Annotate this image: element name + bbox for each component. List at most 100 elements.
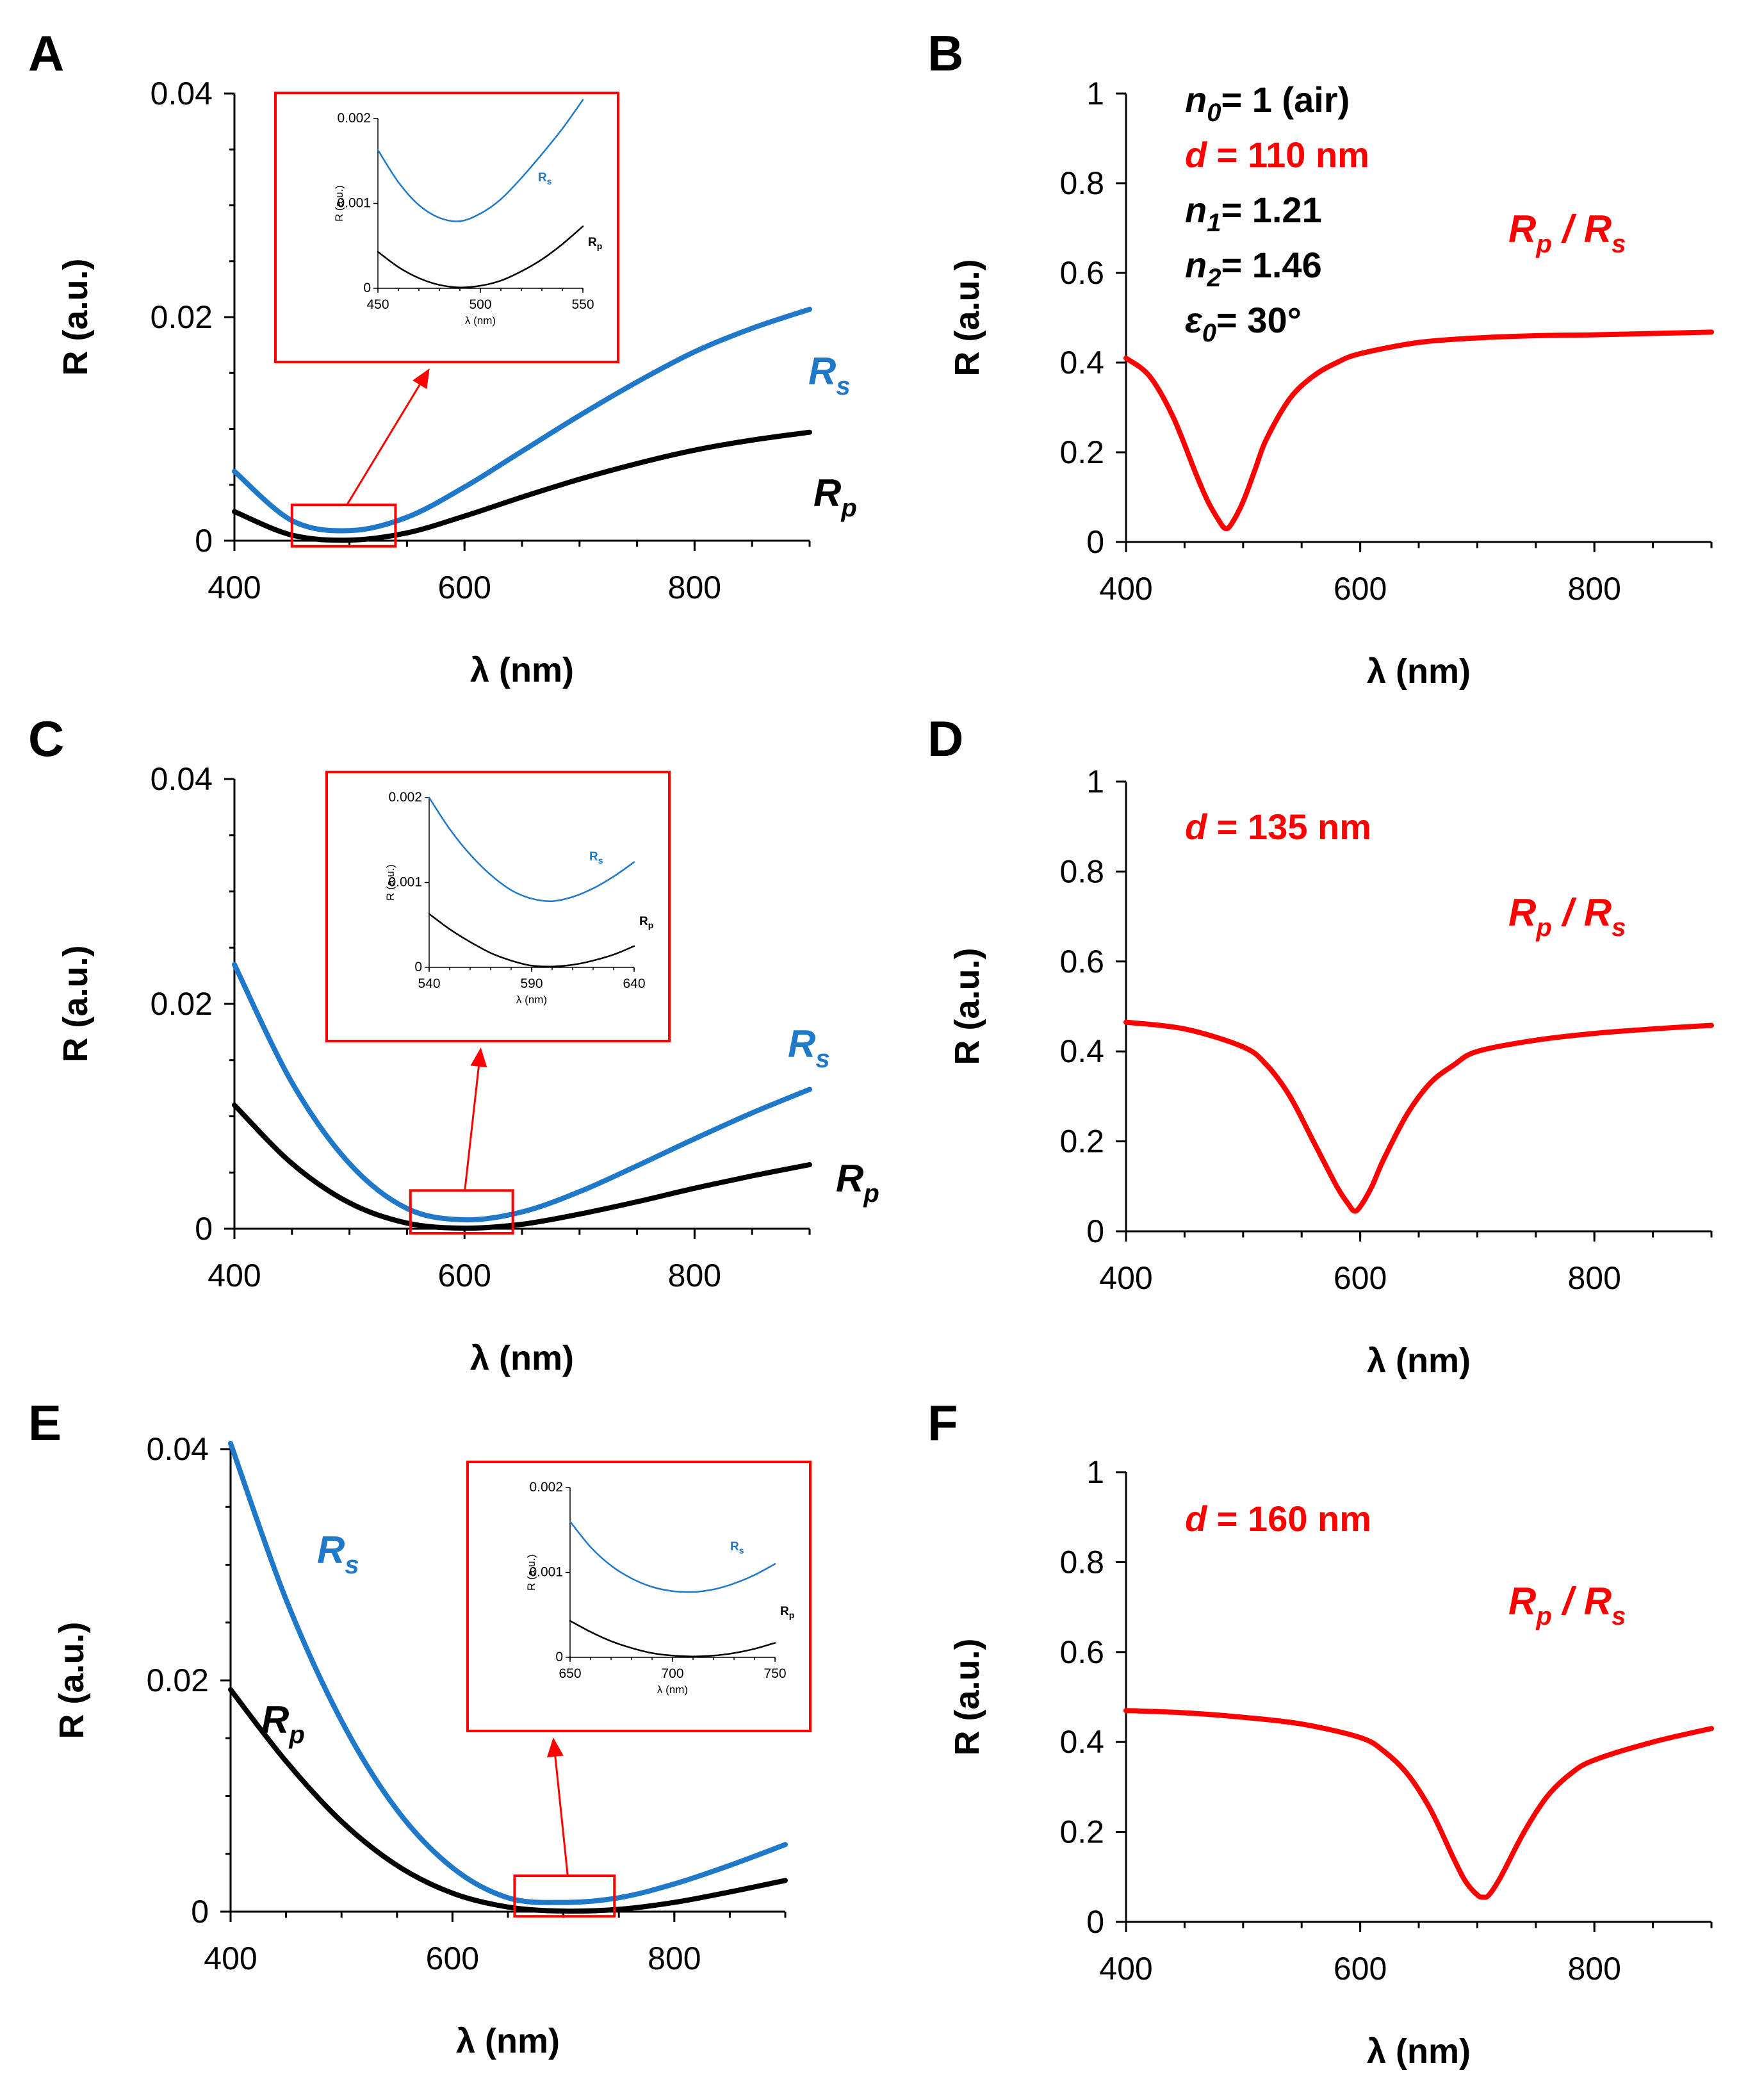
y-tick-label: 0.02 (151, 299, 213, 335)
rp-series-line (228, 1687, 788, 1914)
y-tick-label: 0 (195, 523, 213, 559)
rs-label-sub: s (345, 1551, 359, 1579)
y-tick-label: 0.4 (1059, 1033, 1104, 1069)
ratio-label-main1: R (1508, 891, 1536, 934)
y-tick-label: 0.6 (1059, 255, 1104, 291)
inset-y-axis-label: R (a.u.) (384, 864, 396, 901)
param-subscript: 0 (1202, 319, 1216, 347)
x-tick-label: 800 (668, 570, 721, 605)
rp-curve-label: Rp (261, 1698, 305, 1749)
ratio-curve-label: Rp / Rs (1508, 208, 1626, 258)
ratio-label-sub1: p (1535, 914, 1551, 942)
y-tick-label: 0.02 (147, 1662, 209, 1698)
inset-rs-sub: s (739, 1545, 744, 1555)
y-tick-label: 0 (195, 1211, 213, 1247)
y-axis-label: R (a.u.) (948, 948, 986, 1065)
ratio-label-sub2: s (1612, 1602, 1626, 1630)
ratio-label-sep: / (1552, 1580, 1584, 1623)
y-tick-label: 1 (1086, 764, 1104, 800)
panel-D: D 0 0.2 0.4 0.6 0.8 1 400 600 800 λ (nm) R (a.u.) Rp… (927, 710, 1714, 1380)
param-symbol: n (1185, 190, 1207, 230)
inset-x-tick-label: 640 (623, 976, 645, 991)
rs-label-sub: s (815, 1045, 829, 1073)
y-axis-label: R (a.u.) (56, 946, 95, 1063)
x-tick-label: 800 (648, 1940, 701, 1976)
inset-y-tick-label: 0.002 (388, 790, 422, 805)
y-tick-label: 1 (1086, 76, 1104, 111)
param-annotation: d = 110 nm (1185, 135, 1369, 175)
param-subscript: 0 (1207, 99, 1221, 127)
param-symbol: d (1185, 807, 1208, 847)
x-axis-label: λ (nm) (470, 651, 574, 689)
param-annotation: n1= 1.21 (1185, 190, 1322, 237)
y-axis-label: R (a.u.) (53, 1622, 91, 1739)
rp-curve-label: Rp (836, 1157, 879, 1208)
ratio-curve-label: Rp / Rs (1508, 891, 1626, 942)
y-axis-label: R (a.u.) (56, 259, 95, 376)
y-tick-label: 0.8 (1059, 1544, 1104, 1580)
inset-x-axis-label: λ (nm) (516, 994, 547, 1006)
rs-series-line (228, 1441, 788, 1905)
x-tick-label: 800 (668, 1258, 721, 1293)
inset-rp-line (428, 913, 635, 968)
inset-rp-sub: p (597, 241, 603, 251)
inset-x-axis-label: λ (nm) (657, 1684, 688, 1696)
rs-label-main: R (317, 1529, 345, 1571)
y-tick-label: 0.04 (151, 76, 213, 111)
zoom-arrow-head (470, 1047, 487, 1068)
inset-x-tick-label: 450 (366, 297, 389, 312)
param-value: = 1 (air) (1221, 79, 1350, 120)
inset-frame (325, 771, 671, 1042)
zoom-box (513, 1874, 616, 1918)
ratio-label-sub2: s (1612, 230, 1626, 258)
zoom-box (409, 1189, 514, 1235)
rp-series-line (232, 429, 812, 543)
inset-rp-line (377, 226, 584, 288)
x-tick-label: 600 (437, 570, 491, 605)
inset-y-tick-label: 0.002 (337, 111, 371, 126)
rp-label-sub: p (288, 1721, 304, 1749)
y-tick-label: 0.2 (1059, 1814, 1104, 1850)
inset-rs-label: Rs (538, 171, 552, 186)
inset-y-tick-label: 0.001 (337, 196, 371, 211)
y-axis-label: R (a.u.) (948, 1639, 986, 1756)
inset-rs-sub: s (547, 176, 552, 186)
param-annotation: ε0= 30° (1185, 300, 1302, 347)
x-tick-label: 800 (1567, 1260, 1621, 1296)
inset-rp-sub: p (789, 1610, 795, 1620)
rs-curve-label: Rs (808, 350, 851, 400)
zoom-arrow-line (554, 1756, 569, 1876)
ratio-series-line (1123, 329, 1714, 532)
ratio-label-sep: / (1552, 891, 1584, 934)
param-subscript: 1 (1207, 209, 1221, 237)
panel-letter-F: F (927, 1395, 958, 1451)
rp-label-main: R (261, 1698, 289, 1741)
param-annotation: n2= 1.46 (1185, 245, 1322, 292)
ratio-series-line (1123, 1708, 1714, 1900)
inset-rp-label: Rp (780, 1605, 794, 1620)
inset-y-tick-label: 0 (363, 281, 371, 295)
inset-rs-line (428, 796, 635, 903)
inset-y-tick-label: 0.002 (529, 1480, 563, 1495)
inset-rs-main: R (538, 171, 547, 185)
inset-x-tick-label: 650 (559, 1666, 581, 1681)
y-tick-label: 1 (1086, 1454, 1104, 1490)
param-annotation: d = 160 nm (1185, 1498, 1371, 1539)
inset-x-tick-label: 550 (571, 297, 594, 312)
param-subscript: 2 (1206, 264, 1221, 292)
y-tick-label: 0.8 (1059, 165, 1104, 201)
inset-y-tick-label: 0 (414, 960, 422, 974)
x-tick-label: 600 (1334, 571, 1387, 607)
zoom-box (290, 504, 397, 548)
y-tick-label: 0.4 (1059, 345, 1104, 381)
y-tick-label: 0 (1086, 1213, 1104, 1249)
inset-x-tick-label: 500 (469, 297, 491, 312)
x-axis-label: λ (nm) (456, 2022, 560, 2060)
ratio-label-main2: R (1584, 1580, 1612, 1623)
inset-rp-main: R (588, 236, 597, 249)
x-axis-label: λ (nm) (1367, 2032, 1471, 2071)
param-value: = 1.21 (1221, 190, 1321, 230)
